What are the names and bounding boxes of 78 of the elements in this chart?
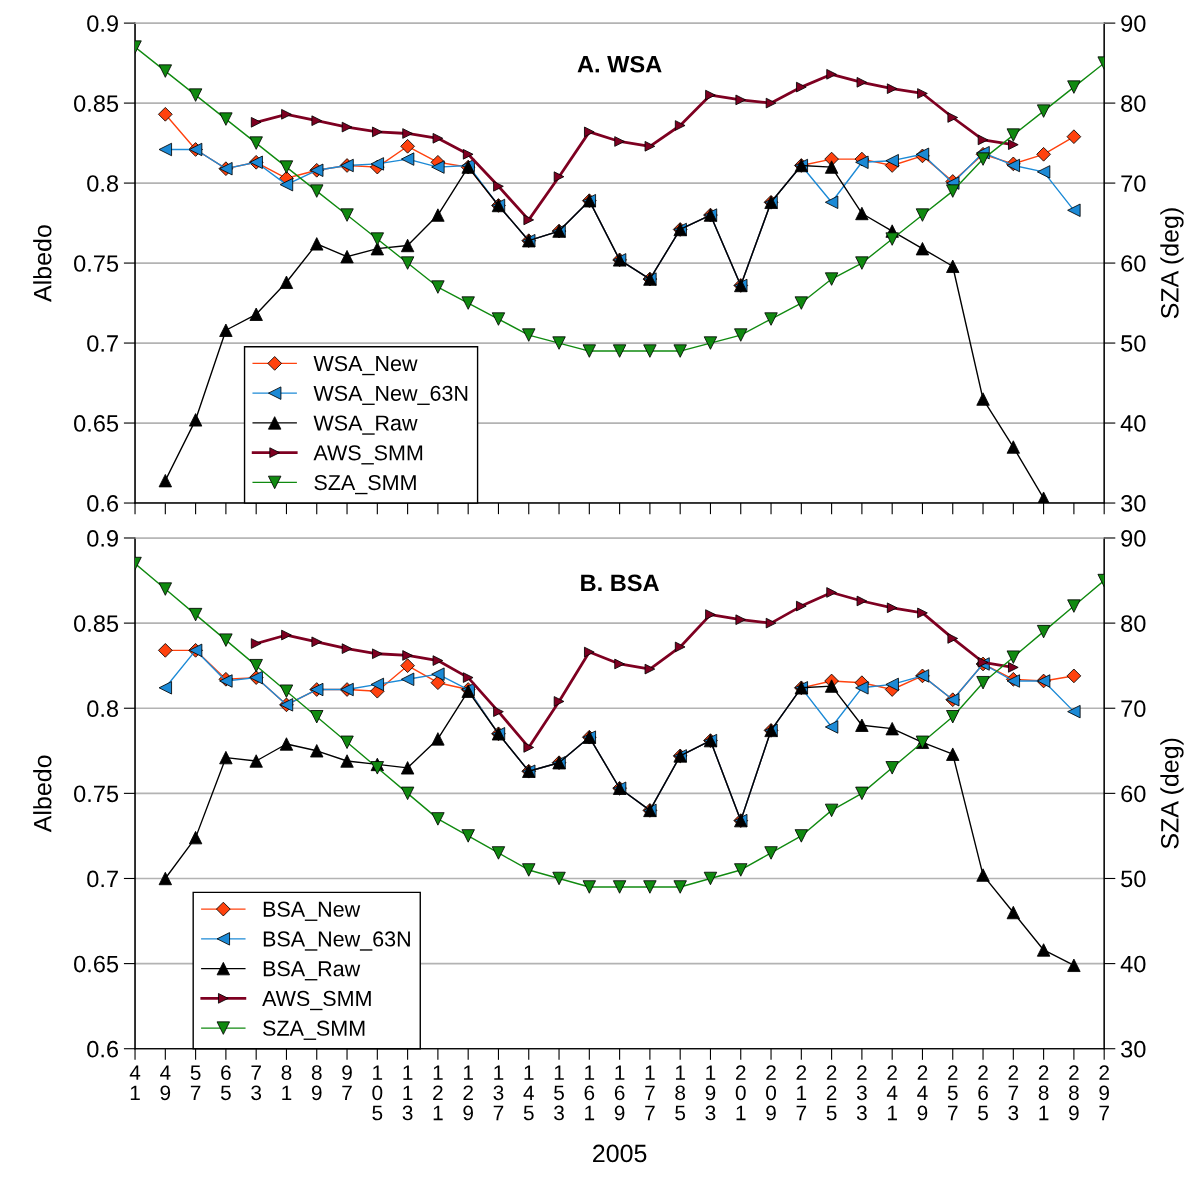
y2-tick-label: 40 <box>1120 415 1146 432</box>
x-tick-label: 113 <box>402 1065 413 1121</box>
y2-tick-label: 50 <box>1121 870 1146 888</box>
x-tick-label: 57 <box>190 1065 201 1100</box>
legend-label: SZA_SMM <box>314 474 416 495</box>
x-tick-label: 177 <box>645 1065 655 1121</box>
y2-tick-label: 80 <box>1121 615 1146 632</box>
text: A. WSA <box>577 55 662 73</box>
y-tick-label: 0.65 <box>74 415 119 432</box>
x-tick-label: 185 <box>675 1065 686 1121</box>
y-tick-label: 0.8 <box>87 175 119 192</box>
y-tick-label: 0.75 <box>74 785 119 803</box>
y2-axis-title: SZA (deg) <box>1160 738 1184 849</box>
legend-label: BSA_New <box>263 901 361 921</box>
y2-tick-label: 50 <box>1121 335 1146 352</box>
legend-label: WSA_Raw <box>313 415 418 435</box>
y2-tick-label: 40 <box>1120 955 1146 973</box>
text: B. BSA <box>581 574 659 592</box>
x-tick-label: 49 <box>160 1065 171 1101</box>
x-tick-label: 153 <box>554 1065 564 1121</box>
x-tick-label: 193 <box>705 1065 716 1121</box>
x-tick-label: 289 <box>1069 1065 1079 1121</box>
x-tick-label: 217 <box>796 1065 807 1121</box>
legend-label: BSA_New_63N <box>263 931 410 951</box>
y-tick-label: 0.8 <box>87 700 119 718</box>
y-tick-label: 0.85 <box>74 95 119 112</box>
y2-tick-label: 60 <box>1121 785 1146 803</box>
legend-label: WSA_New <box>313 355 418 376</box>
y-tick-label: 0.7 <box>87 335 118 352</box>
y2-axis-title: SZA (deg) <box>1160 208 1184 319</box>
x-tick-label: 81 <box>281 1065 292 1100</box>
y-tick-label: 0.85 <box>74 615 119 632</box>
x-tick-label: 161 <box>584 1065 595 1121</box>
x-tick-label: 241 <box>886 1065 898 1121</box>
x-tick-label: 265 <box>978 1065 988 1121</box>
x-tick-label: 41 <box>129 1065 141 1100</box>
x-tick-label: 97 <box>342 1065 352 1100</box>
x-tick-label: 129 <box>463 1065 473 1121</box>
x-tick-label: 273 <box>1008 1065 1019 1121</box>
x-tick-label: 281 <box>1038 1065 1049 1121</box>
x-axis-title: 2005 <box>593 1144 647 1163</box>
legend-label: BSA_Raw <box>263 961 361 981</box>
x-tick-label: 73 <box>251 1065 262 1101</box>
y2-tick-label: 70 <box>1121 700 1146 718</box>
y2-tick-label: 60 <box>1121 255 1146 272</box>
y-tick-label: 0.7 <box>87 870 118 888</box>
y-tick-label: 0.75 <box>74 255 119 272</box>
x-tick-label: 145 <box>523 1065 534 1121</box>
legend-label: WSA_New_63N <box>313 385 468 405</box>
x-tick-label: 105 <box>372 1065 383 1121</box>
x-tick-label: 89 <box>311 1065 322 1101</box>
y2-tick-label: 90 <box>1121 530 1146 547</box>
y-tick-label: 0.6 <box>87 1040 119 1058</box>
x-tick-label: 225 <box>826 1065 837 1121</box>
x-tick-label: 137 <box>493 1065 504 1121</box>
y2-tick-label: 90 <box>1121 15 1146 32</box>
y-tick-label: 0.65 <box>74 955 119 973</box>
x-tick-label: 249 <box>917 1065 928 1121</box>
x-tick-label: 169 <box>614 1065 625 1121</box>
y-tick-label: 0.9 <box>87 530 118 547</box>
x-tick-label: 209 <box>766 1065 777 1121</box>
y2-tick-label: 30 <box>1121 1040 1146 1058</box>
y-axis-title: Albedo <box>33 755 52 833</box>
x-tick-label: 201 <box>735 1065 746 1121</box>
y-tick-label: 0.6 <box>87 495 119 512</box>
y-tick-label: 0.9 <box>87 15 118 32</box>
legend-label: AWS_SMM <box>262 990 371 1011</box>
x-tick-label: 65 <box>220 1065 231 1101</box>
y-axis-title: Albedo <box>33 225 52 302</box>
legend-label: AWS_SMM <box>313 445 423 465</box>
y2-tick-label: 70 <box>1121 175 1146 192</box>
x-tick-label: 121 <box>433 1065 443 1121</box>
y2-tick-label: 80 <box>1121 95 1146 112</box>
x-tick-label: 297 <box>1099 1065 1109 1121</box>
y2-tick-label: 30 <box>1121 495 1146 512</box>
x-tick-label: 233 <box>856 1065 867 1121</box>
x-tick-label: 257 <box>947 1065 958 1121</box>
legend-label: SZA_SMM <box>263 1020 365 1040</box>
